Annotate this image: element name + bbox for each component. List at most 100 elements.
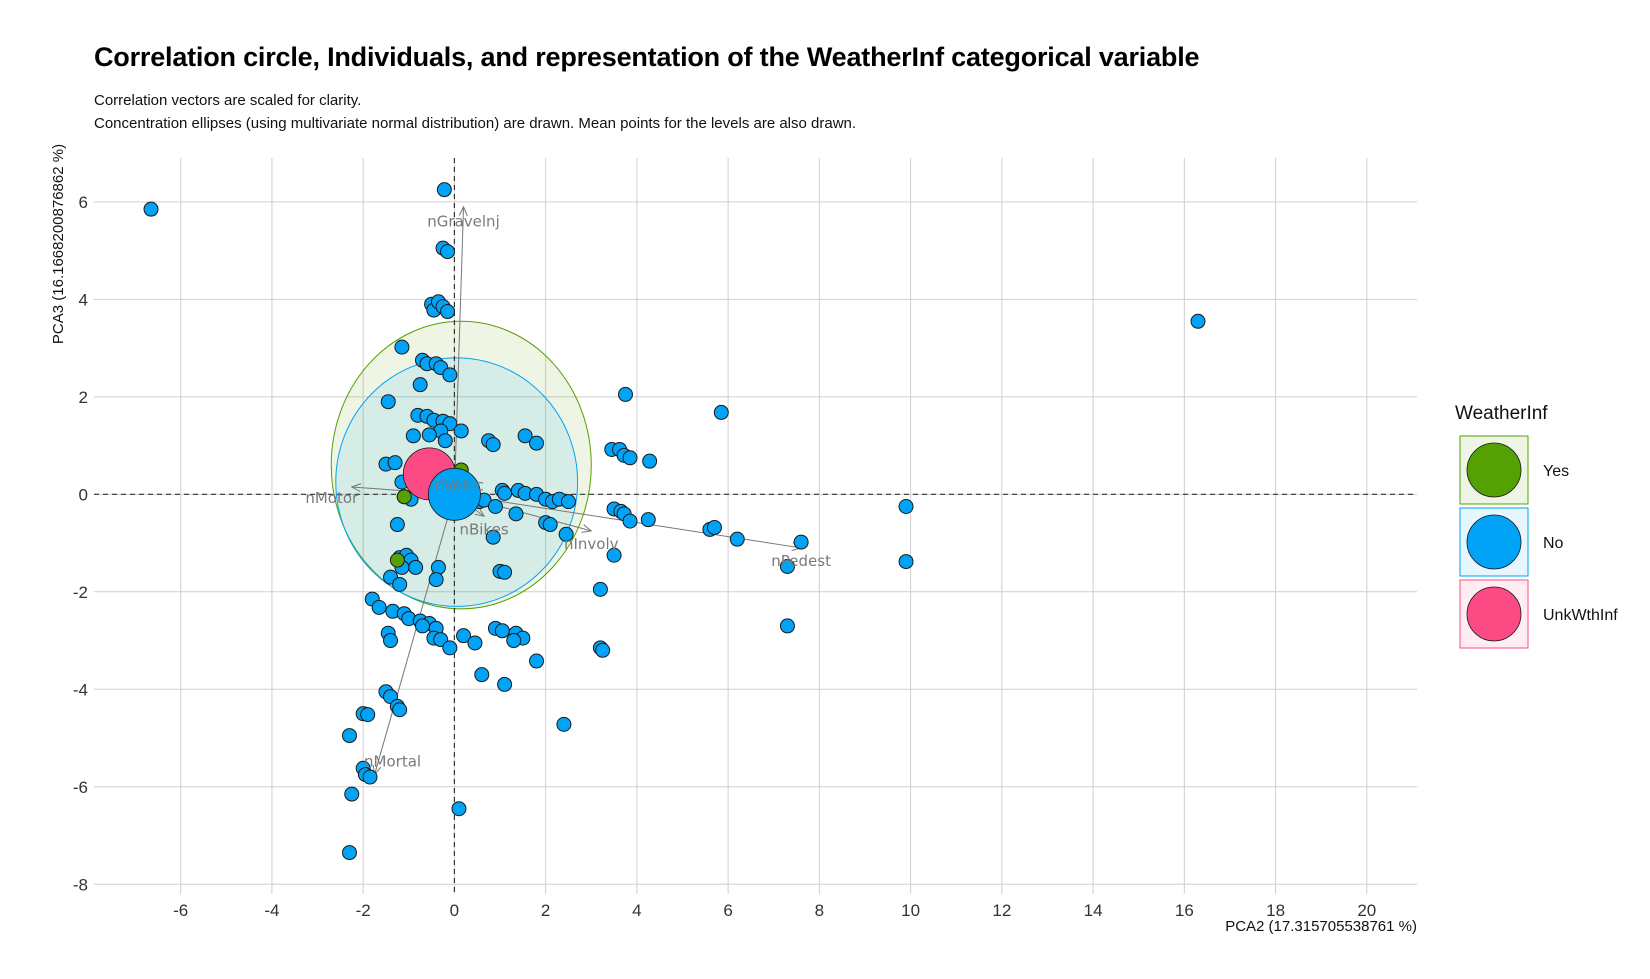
individual-point bbox=[440, 244, 456, 260]
x-tick-label: 14 bbox=[1084, 901, 1103, 920]
individual-point bbox=[729, 531, 745, 547]
individual-point bbox=[485, 529, 501, 545]
individual-point bbox=[497, 676, 513, 692]
individual-point-yes bbox=[389, 552, 405, 568]
x-tick-label: -4 bbox=[264, 901, 279, 920]
individual-point bbox=[494, 623, 510, 639]
individual-point bbox=[793, 534, 809, 550]
x-tick-label: 10 bbox=[901, 901, 920, 920]
y-axis-label: PCA3 (16.1668200876862 %) bbox=[50, 144, 67, 344]
individual-point bbox=[508, 506, 524, 522]
individual-point bbox=[392, 702, 408, 718]
individual-point bbox=[143, 201, 159, 217]
y-tick-label: 2 bbox=[79, 388, 88, 407]
individual-point bbox=[506, 633, 522, 649]
individual-point bbox=[467, 635, 483, 651]
individual-point bbox=[779, 618, 795, 634]
y-tick-label: 0 bbox=[79, 485, 88, 504]
individual-point bbox=[412, 377, 428, 393]
vector-label-nPedest: nPedest bbox=[771, 552, 831, 570]
x-tick-label: -6 bbox=[173, 901, 188, 920]
individual-point bbox=[392, 576, 408, 592]
individual-point bbox=[1190, 313, 1206, 329]
vector-label-nGravelnj: nGravelnj bbox=[427, 213, 499, 231]
individual-point bbox=[436, 182, 452, 198]
individual-point bbox=[497, 485, 513, 501]
individual-point bbox=[421, 427, 437, 443]
legend-swatch-yes bbox=[1466, 442, 1522, 498]
y-tick-label: -8 bbox=[73, 875, 88, 894]
individual-point bbox=[428, 572, 444, 588]
individual-point bbox=[383, 633, 399, 649]
individual-point bbox=[606, 547, 622, 563]
vector-nGravelnj bbox=[453, 207, 463, 495]
chart-subtitle-line-1: Correlation vectors are scaled for clari… bbox=[94, 92, 362, 109]
x-axis-label: PCA2 (17.315705538761 %) bbox=[1225, 918, 1417, 935]
y-tick-label: -6 bbox=[73, 778, 88, 797]
group-mean-points bbox=[402, 447, 481, 521]
legend: WeatherInf Yes No UnkWthInf bbox=[1455, 403, 1618, 649]
individual-point bbox=[344, 786, 360, 802]
individual-point bbox=[558, 526, 574, 542]
individual-point bbox=[360, 707, 376, 723]
y-tick-label: -2 bbox=[73, 583, 88, 602]
individual-point bbox=[474, 667, 490, 683]
grid-lines bbox=[94, 158, 1417, 894]
individual-point bbox=[451, 801, 467, 817]
vector-nMortal bbox=[375, 494, 455, 774]
legend-swatch-no bbox=[1466, 514, 1522, 570]
y-tick-label: 6 bbox=[79, 193, 88, 212]
individual-point bbox=[497, 564, 513, 580]
individual-point bbox=[592, 581, 608, 597]
individual-point bbox=[779, 558, 795, 574]
individual-point bbox=[542, 517, 558, 533]
individual-point bbox=[442, 640, 458, 656]
legend-label-yes: Yes bbox=[1543, 463, 1569, 480]
individual-point bbox=[456, 628, 472, 644]
individual-point bbox=[622, 513, 638, 529]
correlation-vector-labels: nGravelnj nMotor nBikes nInvolv nPedest nMort… bbox=[305, 213, 831, 771]
individual-point bbox=[642, 453, 658, 469]
mean-point-no bbox=[428, 467, 481, 521]
individual-point bbox=[517, 428, 533, 444]
individual-point bbox=[617, 386, 633, 402]
individual-point bbox=[394, 339, 410, 355]
individual-point bbox=[430, 559, 446, 575]
legend-swatch-unkwthinf bbox=[1466, 586, 1522, 642]
individual-point bbox=[622, 450, 638, 466]
individual-point bbox=[713, 404, 729, 420]
individual-point bbox=[440, 304, 456, 320]
individual-point bbox=[380, 394, 396, 410]
individual-point bbox=[595, 642, 611, 658]
x-tick-label: 12 bbox=[992, 901, 1011, 920]
individual-point bbox=[362, 769, 378, 785]
y-tick-label: -4 bbox=[73, 680, 88, 699]
x-tick-label: -2 bbox=[356, 901, 371, 920]
individual-point bbox=[556, 716, 572, 732]
x-tick-label: 2 bbox=[541, 901, 550, 920]
individual-point bbox=[529, 653, 545, 669]
x-tick-label: 18 bbox=[1266, 901, 1285, 920]
vector-label-nBikes: nBikes bbox=[459, 520, 508, 538]
x-tick-label: 16 bbox=[1175, 901, 1194, 920]
zero-reference-lines bbox=[94, 158, 1417, 894]
individual-point bbox=[560, 494, 576, 510]
vector-label-nVehic: nVehic bbox=[434, 476, 484, 494]
x-tick-label: 20 bbox=[1357, 901, 1376, 920]
chart-title: Correlation circle, Individuals, and rep… bbox=[94, 42, 1200, 72]
individual-point bbox=[387, 455, 403, 471]
x-tick-label: 0 bbox=[450, 901, 459, 920]
y-tick-label: 4 bbox=[79, 290, 88, 309]
individual-point bbox=[371, 599, 387, 615]
individual-point bbox=[453, 423, 469, 439]
individual-point bbox=[405, 428, 421, 444]
vector-label-nMotor: nMotor bbox=[305, 489, 359, 507]
legend-label-unkwthinf: UnkWthInf bbox=[1543, 607, 1618, 624]
individual-point bbox=[389, 517, 405, 533]
individual-point bbox=[485, 437, 501, 453]
legend-title: WeatherInf bbox=[1455, 403, 1548, 424]
chart-subtitle-line-2: Concentration ellipses (using multivaria… bbox=[94, 115, 857, 132]
individual-point bbox=[414, 618, 430, 634]
axis-ticks: -6 -4 -2 0 2 4 6 8 10 12 14 16 18 20 -8 -6 -4 -2 0 2 4 6 bbox=[73, 193, 1376, 920]
